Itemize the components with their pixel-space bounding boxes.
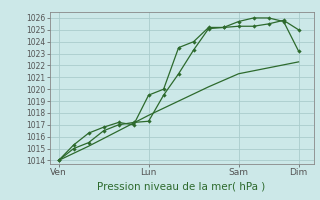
X-axis label: Pression niveau de la mer( hPa ): Pression niveau de la mer( hPa ) xyxy=(98,181,266,191)
